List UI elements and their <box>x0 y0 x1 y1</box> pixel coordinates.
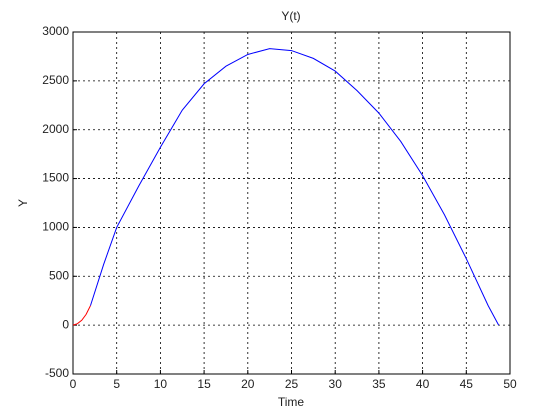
x-tick-label: 40 <box>416 377 430 391</box>
x-tick-label: 35 <box>372 377 386 391</box>
y-axis-label: Y <box>16 199 30 207</box>
x-tick-label: 0 <box>70 377 77 391</box>
x-tick-label: 45 <box>460 377 474 391</box>
x-tick-label: 25 <box>285 377 299 391</box>
x-tick-label: 5 <box>113 377 120 391</box>
y-tick-label: 3000 <box>42 24 69 38</box>
x-axis-label: Time <box>278 395 305 409</box>
x-tick-label: 15 <box>197 377 211 391</box>
chart-title: Y(t) <box>281 9 300 23</box>
x-tick-label: 10 <box>154 377 168 391</box>
y-tick-label: -500 <box>45 366 69 380</box>
y-tick-label: 500 <box>49 268 69 282</box>
x-tick-label: 50 <box>503 377 517 391</box>
data-line <box>90 48 500 326</box>
y-tick-label: 2000 <box>42 122 69 136</box>
x-tick-label: 20 <box>241 377 255 391</box>
y-tick-label: 0 <box>62 317 69 331</box>
y-tick-label: 2500 <box>42 73 69 87</box>
y-tick-label: 1500 <box>42 171 69 185</box>
plot-frame <box>72 31 511 375</box>
y-tick-label: 1000 <box>42 220 69 234</box>
x-tick-label: 30 <box>329 377 343 391</box>
data-line <box>72 305 91 326</box>
